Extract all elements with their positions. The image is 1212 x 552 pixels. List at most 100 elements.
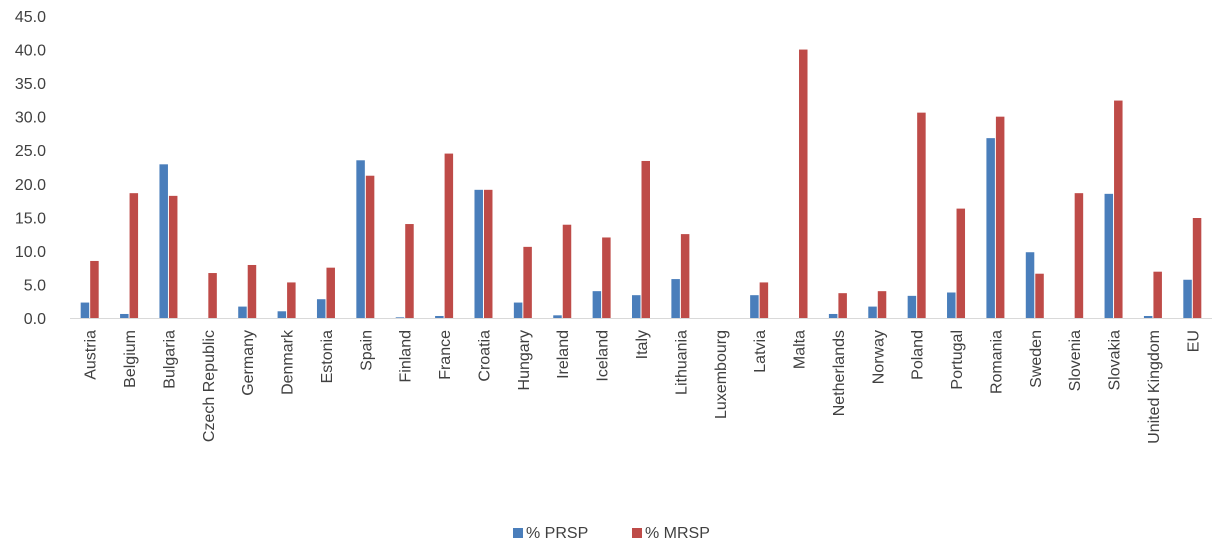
bar-prsp-croatia [474,189,483,318]
x-tick-label: Netherlands [831,330,848,416]
bar-prsp-eu [1183,279,1192,318]
bar-mrsp-portugal [956,208,966,318]
x-tick-label: Norway [870,330,887,384]
bar-mrsp-united-kingdom [1153,271,1162,318]
y-tick-label: 35.0 [15,76,46,93]
x-tick-label: Austria [83,330,100,380]
bar-prsp-sweden [1025,252,1035,318]
y-tick-label: 15.0 [15,210,46,227]
x-tick-label: Hungary [516,330,533,390]
bar-prsp-estonia [316,299,326,318]
x-tick-label: Romania [988,330,1005,394]
x-tick-label: EU [1185,330,1202,352]
bar-mrsp-belgium [129,193,139,318]
bar-mrsp-italy [641,160,650,318]
x-tick-label: Spain [358,330,375,371]
x-tick-label: Slovenia [1067,330,1084,391]
y-tick-label: 30.0 [15,110,46,127]
x-tick-label: Sweden [1028,330,1045,388]
bar-prsp-finland [395,317,405,318]
x-tick-label: Czech Republic [201,330,218,442]
bar-mrsp-slovakia [1114,100,1123,318]
bar-prsp-lithuania [671,279,680,318]
legend-swatch [513,528,523,538]
bar-mrsp-lithuania [680,234,690,318]
x-tick-label: Slovakia [1107,330,1124,391]
y-tick-label: 0.0 [24,311,46,328]
bar-prsp-belgium [120,313,129,318]
bar-prsp-netherlands [828,313,838,318]
y-tick-label: 40.0 [15,43,46,60]
bar-prsp-portugal [947,292,956,318]
bar-mrsp-malta [799,49,808,319]
bar-prsp-bulgaria [159,164,168,318]
bar-prsp-romania [986,138,995,318]
x-tick-label: Estonia [319,330,336,383]
x-tick-label: Portugal [949,330,966,390]
bar-prsp-austria [80,302,90,318]
bar-mrsp-latvia [759,282,769,318]
bar-prsp-united-kingdom [1143,315,1153,318]
bar-mrsp-norway [877,291,887,318]
bar-mrsp-france [444,153,454,318]
bar-mrsp-iceland [602,237,611,318]
bar-mrsp-estonia [326,267,335,318]
x-tick-label: United Kingdom [1146,330,1163,444]
bar-mrsp-slovenia [1074,193,1084,318]
legend-label: % PRSP [526,525,588,542]
bar-prsp-france [435,315,444,318]
bar-prsp-norway [868,306,877,318]
bar-prsp-ireland [553,315,562,318]
legend: % PRSP % MRSP [513,525,710,542]
bar-mrsp-sweden [1035,273,1044,318]
legend-swatch [632,528,642,538]
bar-prsp-italy [632,295,641,318]
x-tick-label: Bulgaria [161,330,178,389]
x-tick-label: Denmark [280,329,297,395]
bar-mrsp-croatia [483,189,493,318]
bar-mrsp-ireland [562,224,572,318]
bar-mrsp-hungary [523,246,532,318]
bar-mrsp-finland [405,224,414,318]
x-tick-label: Luxembourg [713,330,730,419]
y-tick-label: 45.0 [15,9,46,26]
x-tick-label: France [437,330,454,380]
bar-mrsp-austria [90,260,99,318]
y-tick-label: 5.0 [24,277,46,294]
bar-prsp-spain [356,160,365,318]
bar-series [80,49,1202,319]
y-tick-label: 10.0 [15,244,46,261]
x-tick-label: Poland [910,330,927,380]
bar-mrsp-bulgaria [168,195,178,318]
bar-mrsp-eu [1192,218,1202,318]
y-tick-label: 20.0 [15,177,46,194]
bar-mrsp-romania [995,116,1005,318]
bar-mrsp-spain [365,175,375,318]
bar-prsp-slovakia [1104,193,1114,318]
bar-prsp-hungary [513,302,523,318]
bar-mrsp-poland [917,112,926,318]
x-tick-label: Lithuania [673,330,690,395]
y-tick-label: 25.0 [15,143,46,160]
bar-prsp-denmark [277,311,287,318]
x-tick-label: Finland [398,330,415,382]
x-tick-label: Malta [792,330,809,369]
x-tick-label: Latvia [752,330,769,373]
legend-label: % MRSP [645,525,710,542]
x-tick-label: Iceland [595,330,612,382]
y-axis-ticks: 0.0 5.0 10.0 15.0 20.0 25.0 30.0 35.0 40.0 45.0 [15,9,46,328]
bar-mrsp-germany [247,264,257,318]
bar-prsp-latvia [750,295,759,318]
x-tick-label: Ireland [555,330,572,379]
x-tick-label: Italy [634,330,651,359]
bar-prsp-germany [238,306,247,318]
x-axis-labels: Austria Belgium Bulgaria Czech Republic Germ… [83,329,1203,444]
bar-mrsp-netherlands [838,293,847,318]
x-tick-label: Belgium [122,330,139,388]
bar-prsp-poland [907,295,917,318]
x-tick-label: Croatia [476,330,493,382]
bar-prsp-iceland [592,291,602,318]
bar-mrsp-czech-republic [208,273,217,318]
